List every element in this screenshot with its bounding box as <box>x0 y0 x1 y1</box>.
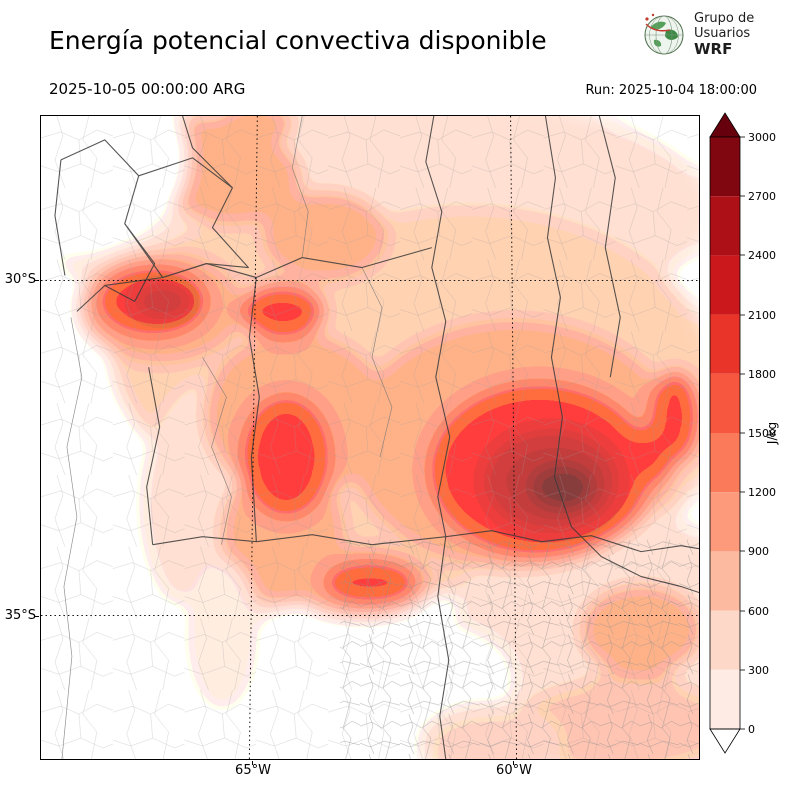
logo-line1: Grupo de <box>694 10 755 26</box>
y-tick-30s: 30°S <box>4 272 36 287</box>
globe-icon <box>644 13 684 55</box>
svg-text:600: 600 <box>748 605 769 618</box>
colorbar-unit-label: J/kg <box>765 422 779 445</box>
svg-text:1500: 1500 <box>748 427 776 440</box>
minor-boundaries <box>61 115 393 760</box>
logo-line3: WRF <box>694 39 733 58</box>
y-tickmark-35s <box>35 616 39 617</box>
svg-text:1200: 1200 <box>748 486 776 499</box>
graticule <box>41 115 699 760</box>
y-tickmark-30s <box>35 280 39 281</box>
cape-map-canvas <box>0 58 754 800</box>
svg-text:2700: 2700 <box>748 190 776 203</box>
svg-text:3000: 3000 <box>748 131 776 144</box>
map-frame <box>0 58 754 800</box>
x-tickmark-60w <box>513 761 514 765</box>
department-boundaries <box>41 116 699 759</box>
svg-text:0: 0 <box>748 723 755 736</box>
colorbar-tickmarks <box>740 136 745 730</box>
valid-time-label: 2025-10-05 00:00:00 ARG <box>49 80 246 98</box>
svg-text:2100: 2100 <box>748 309 776 322</box>
plot-title: Energía potencial convectiva disponible <box>49 26 547 55</box>
svg-text:900: 900 <box>748 545 769 558</box>
colorbar-over-arrow <box>709 112 741 138</box>
wrf-logo: Grupo de Usuarios WRF <box>640 10 754 58</box>
x-tick-60w: 60°W <box>496 763 532 778</box>
svg-text:1800: 1800 <box>748 368 776 381</box>
svg-text:2400: 2400 <box>748 249 776 262</box>
x-tick-65w: 65°W <box>235 763 271 778</box>
colorbar-under-arrow <box>709 728 741 754</box>
colorbar: 3000 2700 2400 2100 1800 1500 1200 900 6… <box>709 112 779 754</box>
logo-line2: Usuarios <box>694 25 751 41</box>
x-tickmark-65w <box>252 761 253 765</box>
run-time-label: Run: 2025-10-04 18:00:00 <box>585 83 757 98</box>
colorbar-tick-labels: 3000 2700 2400 2100 1800 1500 1200 900 6… <box>748 131 776 736</box>
y-tick-35s: 35°S <box>4 608 36 623</box>
colorbar-segments <box>710 137 740 729</box>
svg-text:300: 300 <box>748 664 769 677</box>
